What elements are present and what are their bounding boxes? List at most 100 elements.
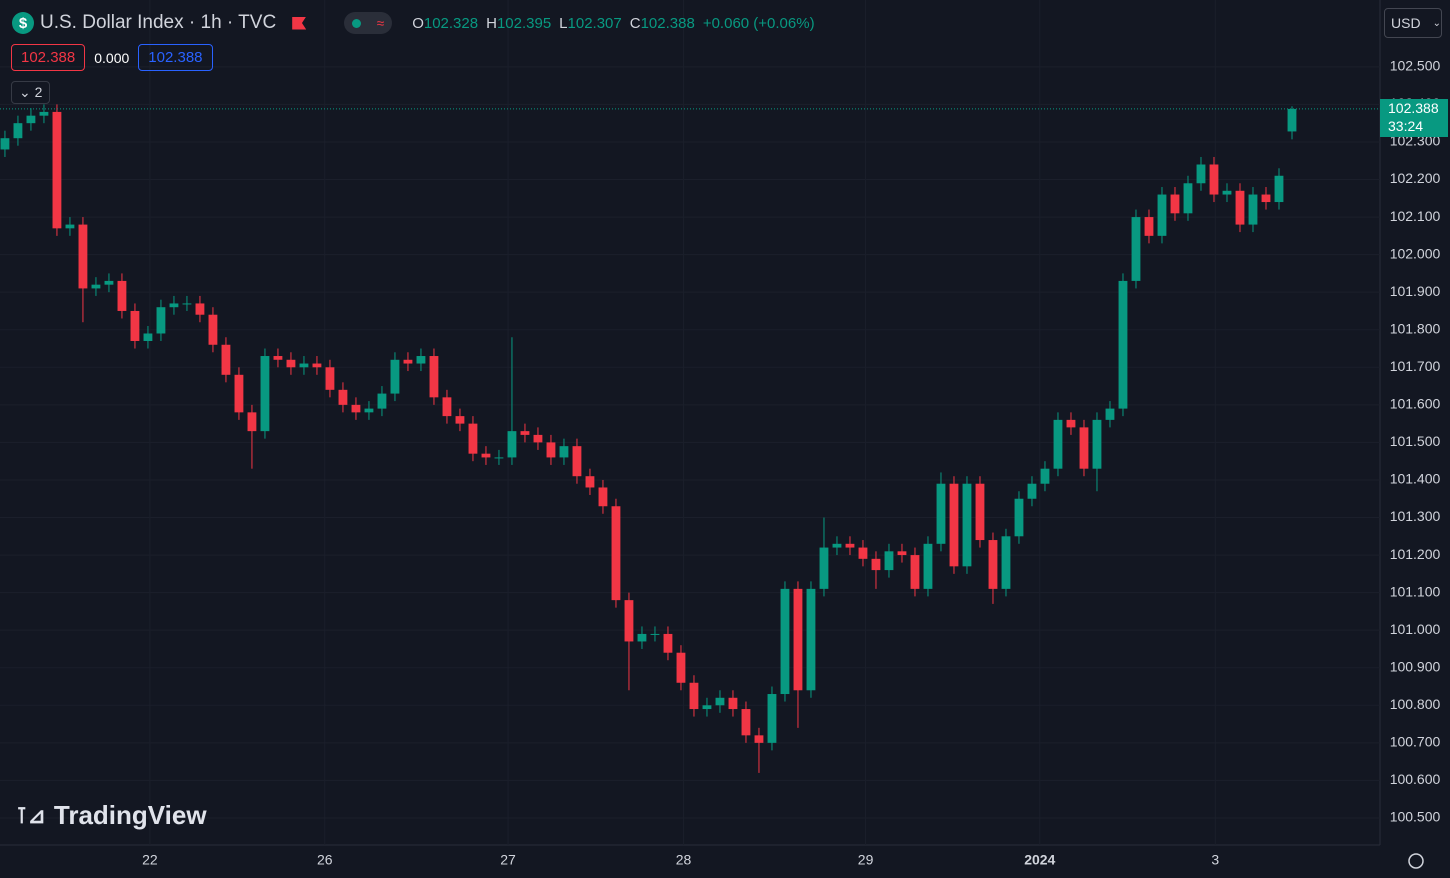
candle-body [273,356,283,360]
candle-body [403,359,413,364]
candle-body [1235,190,1245,225]
candle-body [39,111,49,116]
candle-body [546,442,556,458]
candle-body [234,374,244,413]
settings-icon[interactable] [1408,853,1424,869]
symbol-header: $ U.S. Dollar Index · 1h · TVC ≈ O102.32… [12,10,815,36]
ohlc-value: 102.395 [496,14,552,32]
candle-body [260,356,270,432]
candle-body [819,547,829,589]
indicators-count: 2 [34,84,43,100]
y-tick-label: 100.800 [1390,696,1441,712]
candle-body [1196,164,1206,184]
candle-body [845,543,855,548]
ohlc-close: C102.388 [630,15,695,32]
y-tick-label: 101.800 [1390,320,1441,336]
candle-body [130,310,140,342]
y-tick-label: 100.500 [1390,809,1441,825]
candle-body [195,303,205,315]
ohlc-key: H [486,14,497,32]
x-tick-label: 27 [500,852,516,868]
spread: 0.000 [94,49,130,66]
candle-body [689,682,699,710]
logo-icon: ⊺⊿ [16,802,46,828]
candle-body [520,431,530,435]
candle-body [169,303,179,308]
status-pill[interactable]: ≈ [344,12,393,34]
candle-body [1105,408,1115,420]
symbol-title[interactable]: U.S. Dollar Index · 1h · TVC [40,12,277,33]
buy-button[interactable]: 102.388 [138,44,213,71]
y-tick-label: 100.700 [1390,734,1441,750]
candle-body [1261,194,1271,203]
x-tick-label: 28 [676,852,692,868]
candle-body [871,558,881,571]
candle-body [949,483,959,567]
y-tick-label: 102.500 [1390,58,1441,74]
ohlc-key: C [629,14,641,32]
last-price-tag: 102.388 33:24 [1380,98,1448,137]
candle-body [26,115,36,124]
candle-body [182,303,192,305]
candle-body [0,138,10,150]
candle-body [1014,498,1024,537]
candle-body [806,588,816,691]
candle-body [793,588,803,691]
candle-body [741,709,751,736]
candle-body [585,476,595,488]
candle-body [351,404,361,413]
candle-body [416,356,426,364]
candle-body [1222,190,1232,195]
y-tick-label: 102.100 [1390,208,1441,224]
trade-boxes: 102.388 0.000 102.388 [11,44,213,71]
candle-body [624,600,634,642]
currency-select[interactable]: USD ⌄ [1384,8,1442,38]
candle-body [208,314,218,345]
candle-body [1274,175,1284,203]
y-tick-label: 101.700 [1390,358,1441,374]
sell-button[interactable]: 102.388 [11,44,86,71]
candle-body [104,280,114,285]
ohlc-legend: O102.328 H102.395 L102.307 C102.388 +0.0… [412,15,814,32]
logo-text: TradingView [53,800,207,830]
candle-body [1001,536,1011,589]
ohlc-low: L102.307 [559,15,622,32]
candle-body [13,123,23,139]
candle-body [1183,183,1193,214]
countdown: 33:24 [1388,117,1424,134]
candle-body [637,633,647,642]
indicators-toggle[interactable]: ⌄ 2 [11,81,51,104]
candle-body [1131,217,1141,281]
ohlc-value: 102.388 [640,14,695,32]
candle-body [910,555,920,589]
candle-body [728,697,738,710]
x-tick-label: 29 [858,852,874,868]
candle-body [156,307,166,334]
candle-body [663,633,673,653]
ohlc-high: H102.395 [486,15,551,32]
candle-body [494,457,504,459]
y-tick-label: 100.600 [1390,771,1441,787]
ohlc-value: 102.307 [567,14,622,32]
candle-body [377,393,387,409]
y-tick-label: 101.300 [1390,508,1441,524]
x-tick-label: 22 [142,852,158,868]
candle-body [598,487,608,507]
candle-body [1248,194,1258,225]
candle-body [988,540,998,589]
flag-icon[interactable] [292,16,307,30]
currency: USD [1391,15,1421,31]
candle-body [1157,194,1167,236]
candle-body [923,543,933,589]
candle-body [338,389,348,405]
candle-body [325,367,335,390]
candle-body [481,453,491,458]
x-tick-label: 2024 [1024,852,1055,868]
candle-body [884,551,894,571]
candle-body [65,224,75,229]
candle-body [247,412,257,432]
candle-body [611,506,621,601]
ohlc-key: O [412,14,424,32]
candle-body [286,359,296,368]
